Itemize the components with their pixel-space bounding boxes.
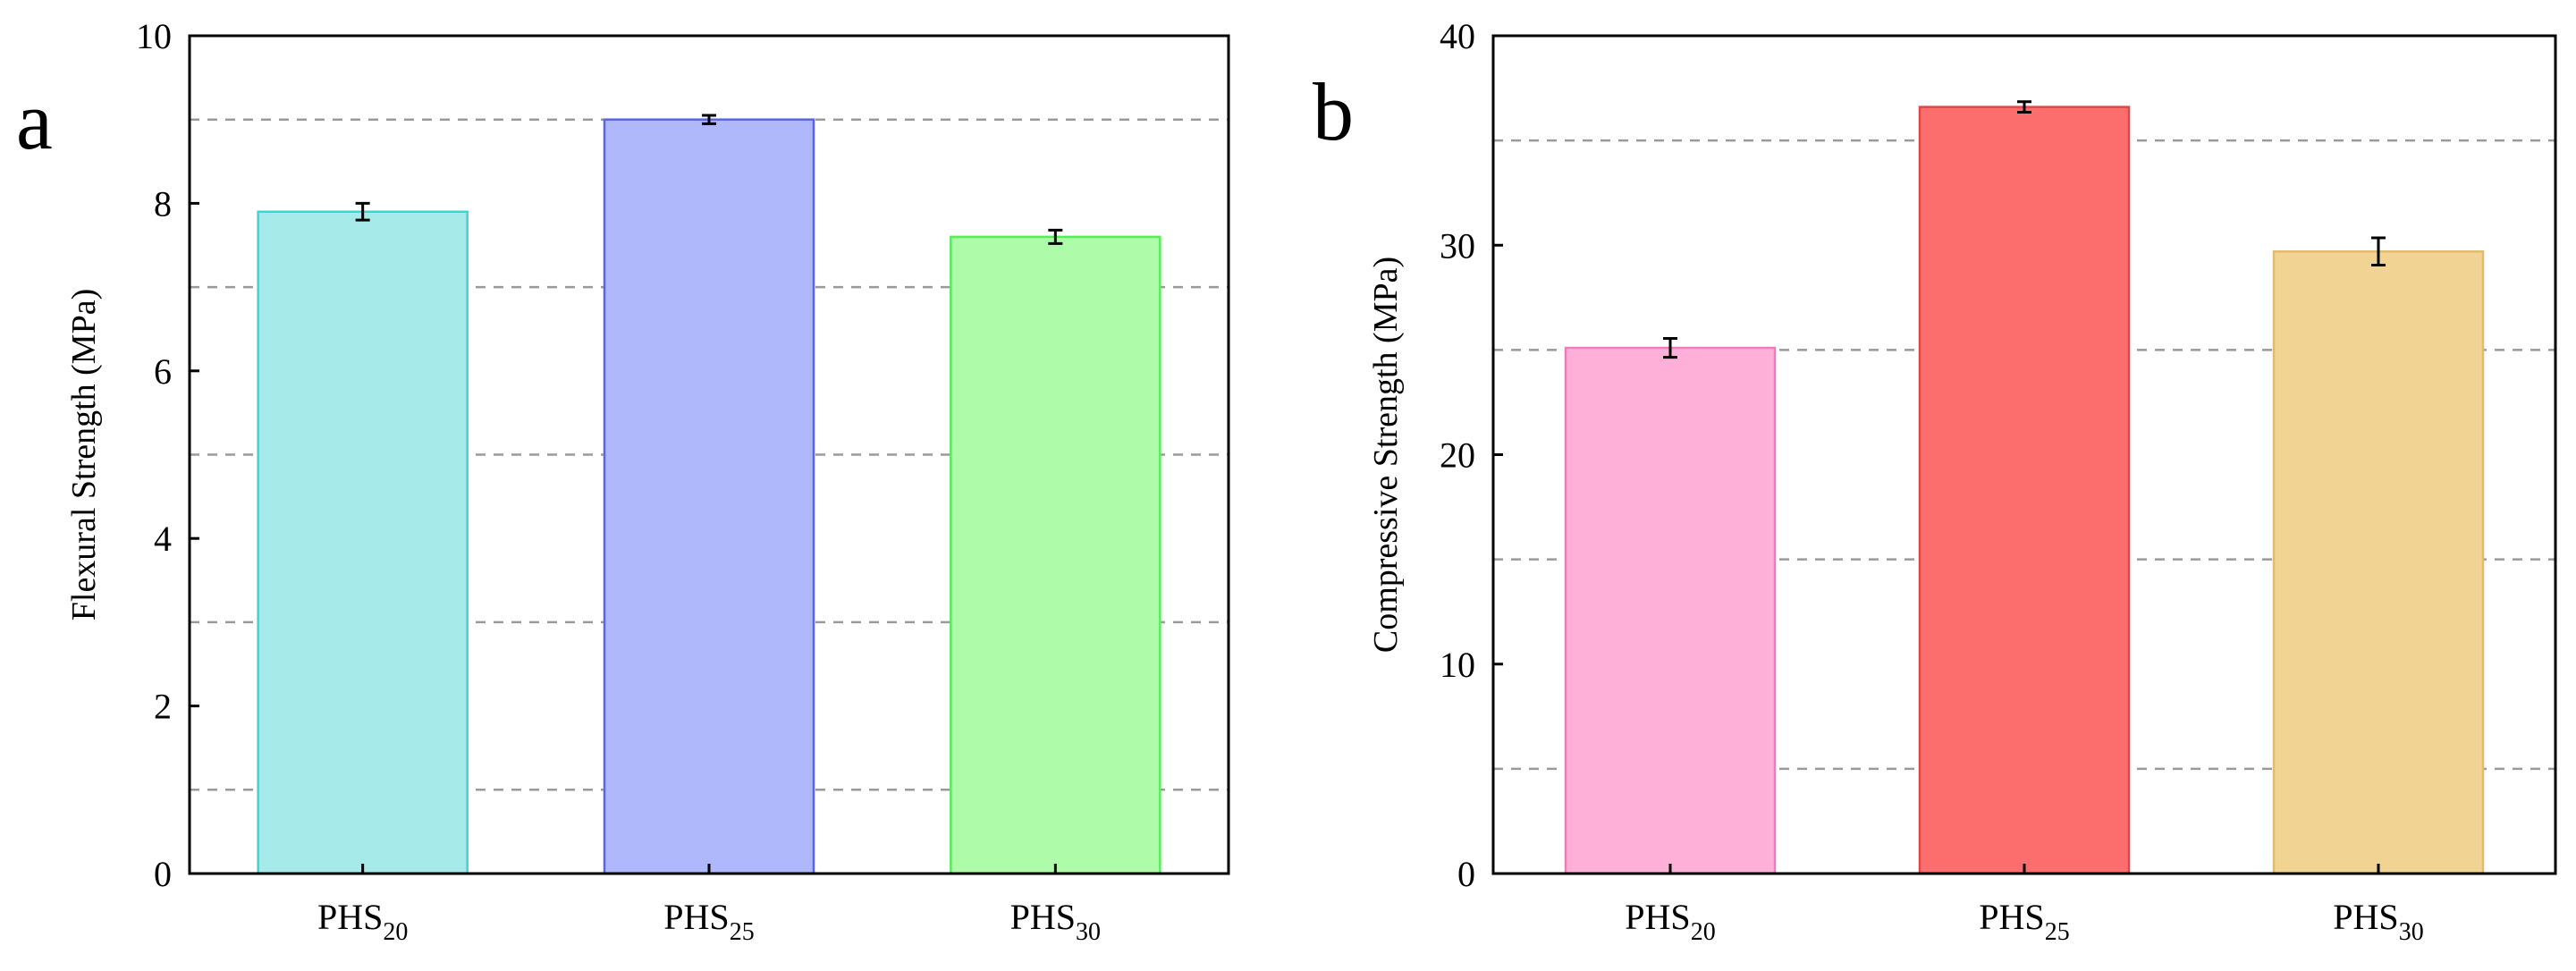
error-bar — [2017, 100, 2031, 114]
bar-phs30 — [2272, 250, 2485, 875]
x-tick-label-subscript: 30 — [1076, 918, 1101, 946]
x-tick-label-subscript: 25 — [2045, 918, 2070, 946]
bar-phs25 — [603, 118, 815, 875]
x-tick-label-subscript: 30 — [2399, 918, 2424, 946]
x-tick-label-base: PHS — [1979, 897, 2044, 937]
x-tick-label: PHS25 — [1979, 897, 2069, 946]
y-axis-title: Compressive Strength (MPa) — [1367, 257, 1405, 653]
x-tick-label: PHS30 — [1010, 897, 1101, 946]
y-tick-label: 20 — [1440, 435, 1475, 476]
x-tick-label: PHS25 — [663, 897, 754, 946]
x-tick-label-base: PHS — [317, 897, 383, 937]
x-tick-label-subscript: 20 — [383, 918, 408, 946]
y-tick-label: 0 — [1457, 854, 1475, 894]
y-axis-title: Flexural Strength (MPa) — [65, 289, 103, 621]
x-tick-label-subscript: 20 — [1691, 918, 1716, 946]
bar-phs25 — [1918, 106, 2131, 875]
y-tick-label: 0 — [154, 854, 172, 894]
bar-phs20 — [1564, 346, 1777, 875]
x-tick-label: PHS30 — [2333, 897, 2423, 946]
y-tick-label: 8 — [154, 183, 172, 224]
y-tick-label: 10 — [136, 16, 172, 56]
bar-phs30 — [950, 235, 1161, 875]
error-bar — [702, 114, 716, 125]
x-tick-label-subscript: 25 — [730, 918, 755, 946]
y-tick-label: 40 — [1440, 16, 1475, 56]
y-tick-label: 6 — [154, 351, 172, 392]
x-tick-label-base: PHS — [663, 897, 729, 937]
error-bar — [1048, 228, 1063, 245]
y-tick-label: 30 — [1440, 225, 1475, 266]
x-tick-label: PHS20 — [317, 897, 408, 946]
y-tick-label: 4 — [154, 519, 172, 559]
error-bar — [2371, 236, 2386, 267]
x-tick-label-base: PHS — [1625, 897, 1690, 937]
y-tick-label: 2 — [154, 687, 172, 727]
bar-phs20 — [257, 210, 469, 875]
panel-label: a — [16, 75, 53, 166]
error-bar — [1663, 336, 1677, 359]
y-tick-label: 10 — [1440, 645, 1475, 685]
x-tick-label-base: PHS — [1010, 897, 1076, 937]
panel-label: b — [1313, 66, 1354, 157]
error-bar — [355, 201, 370, 222]
x-tick-label-base: PHS — [2333, 897, 2398, 937]
x-tick-label: PHS20 — [1625, 897, 1715, 946]
